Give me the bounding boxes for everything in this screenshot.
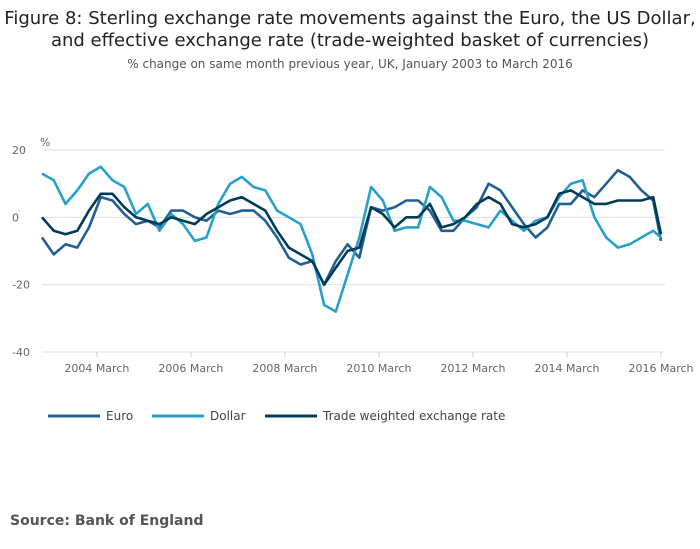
y-tick-label: 20 [12,144,26,157]
legend-label: Dollar [210,409,246,423]
x-tick-label: 2016 March [628,362,693,375]
title-line-2: and effective exchange rate (trade-weigh… [50,30,650,51]
x-tick-label: 2008 March [252,362,317,375]
x-tick-label: 2006 March [158,362,223,375]
y-tick-label: -20 [12,279,30,292]
source-note: Source: Bank of England [10,513,204,529]
y-axis-label: % [40,136,50,149]
y-tick-label: -40 [12,346,30,359]
series-line-trade-weighted-exchange-rate [41,189,663,287]
x-tick-label: 2014 March [534,362,599,375]
x-tick-label: 2004 March [64,362,129,375]
x-tick-label: 2012 March [440,362,505,375]
title-line-1: Figure 8: Sterling exchange rate movemen… [4,8,696,29]
y-tick-label: 0 [12,211,19,224]
chart-title: Figure 8: Sterling exchange rate movemen… [0,8,700,52]
legend-label: Euro [106,409,133,423]
series-line-dollar [41,165,662,313]
x-tick-label: 2010 March [346,362,411,375]
chart-subtitle: % change on same month previous year, UK… [127,57,573,71]
legend-label: Trade weighted exchange rate [322,409,505,423]
